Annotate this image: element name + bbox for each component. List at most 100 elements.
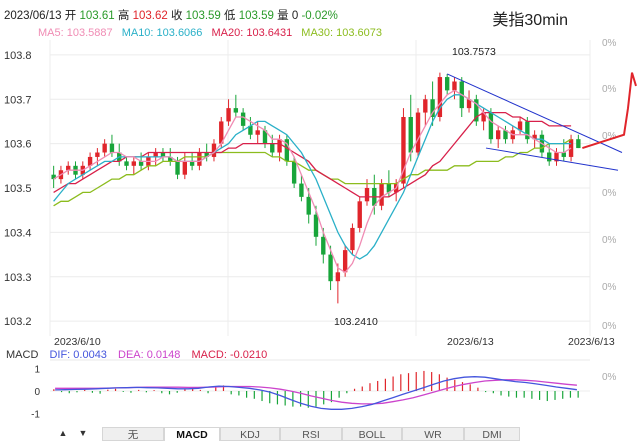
ma5-legend: MA5: 103.5887 [38, 27, 113, 39]
x-axis-label: 2023/6/10 [54, 336, 101, 348]
macd-tick-label: 0 [34, 387, 40, 398]
candle-body [226, 108, 231, 122]
candle-body [284, 139, 290, 162]
macd-tick-label: -1 [31, 409, 40, 420]
candle-body [313, 214, 319, 237]
ma10-legend: MA10: 103.6066 [121, 27, 203, 39]
tab-dmi[interactable]: DMI [464, 427, 520, 441]
tab-boll[interactable]: BOLL [342, 427, 402, 441]
low-annotation: 103.2410 [334, 316, 378, 328]
candle-body [95, 152, 100, 157]
candle-body [270, 143, 275, 153]
x-axis-label: 2023/6/13 [568, 336, 615, 348]
candle-body [517, 121, 523, 131]
y-tick-label: 103.4 [4, 227, 32, 239]
low-value: 103.59 [238, 10, 274, 22]
macd-tick-label: 1 [34, 365, 40, 376]
candle-body [182, 161, 188, 175]
ma30-legend: MA30: 103.6073 [301, 27, 383, 39]
tab-rsi[interactable]: RSI [280, 427, 342, 441]
close-label: 收 [170, 10, 183, 22]
right-axis-tick: 0% [602, 38, 617, 49]
macd-value-legend: MACD: -0.0210 [191, 349, 268, 361]
candle-body [466, 99, 472, 109]
trend-line-upper [446, 73, 623, 153]
dea-legend: DEA: 0.0148 [118, 349, 181, 361]
ma20-legend: MA20: 103.6431 [211, 27, 293, 39]
candle-body [321, 236, 326, 255]
ma30-line [53, 138, 572, 207]
tab-macd[interactable]: MACD [164, 427, 220, 441]
open-value: 103.61 [79, 10, 115, 22]
candle-body [364, 188, 370, 202]
candle-body [525, 121, 530, 140]
right-axis-tick: 0% [602, 131, 617, 142]
high-value: 103.62 [132, 10, 168, 22]
candle-body [554, 152, 559, 162]
indicator-tabs: ▲ ▼ 无 MACD KDJ RSI BOLL WR DMI [0, 426, 640, 441]
candle-body [248, 125, 253, 135]
candle-body [51, 174, 56, 180]
candle-body [496, 130, 501, 140]
candle-body [415, 112, 421, 153]
ma20-line [53, 111, 572, 198]
candle-body [211, 143, 217, 157]
candle-body [262, 130, 268, 144]
right-axis-tick: 0% [602, 188, 617, 199]
tab-kdj[interactable]: KDJ [220, 427, 280, 441]
candle-body [576, 139, 581, 149]
tab-wr[interactable]: WR [402, 427, 464, 441]
ma-legend: MA5: 103.5887 MA10: 103.6066 MA20: 103.6… [38, 27, 388, 39]
candle-body [189, 161, 195, 166]
candle-body [342, 250, 348, 273]
close-value: 103.59 [185, 10, 221, 22]
macd-legend: MACD DIF: 0.0043 DEA: 0.0148 MACD: -0.02… [6, 349, 275, 361]
right-axis-tick: 0% [602, 84, 617, 95]
candle-body [437, 77, 443, 117]
candle-body [481, 112, 486, 122]
dif-legend: DIF: 0.0043 [49, 349, 107, 361]
candle-body [66, 165, 71, 171]
candle-body [444, 77, 450, 91]
candle-body [255, 130, 260, 135]
y-tick-label: 103.7 [4, 94, 32, 106]
y-tick-label: 103.8 [4, 50, 32, 62]
macd-name: MACD [6, 349, 39, 361]
candle-body [102, 143, 107, 153]
scroll-left-icon[interactable]: ▲ [58, 428, 68, 438]
change-value: -0.02% [301, 10, 338, 22]
page-title: 美指30min [492, 12, 568, 29]
candle-body [299, 183, 304, 197]
candle-body [328, 254, 333, 282]
y-tick-label: 103.6 [4, 139, 32, 151]
right-axis-tick: 0% [602, 235, 617, 246]
candle-body [291, 161, 297, 184]
candle-body [488, 112, 494, 140]
candle-body [124, 161, 129, 166]
price-info-line: 2023/06/13 开 103.61 高 103.62 收 103.59 低 … [4, 7, 338, 23]
y-tick-label: 103.5 [4, 183, 32, 195]
y-tick-label: 103.3 [4, 272, 32, 284]
candle-body [175, 161, 180, 175]
candle-body [335, 272, 341, 282]
candle-body [408, 117, 413, 153]
candle-body [474, 99, 479, 122]
candle-body [138, 161, 144, 166]
tab-none[interactable]: 无 [102, 427, 164, 441]
candle-body [423, 99, 428, 113]
candle-body [197, 152, 202, 166]
candle-body [240, 112, 246, 126]
high-label: 高 [117, 10, 130, 22]
ma5-line [53, 89, 572, 274]
scroll-right-icon[interactable]: ▼ [78, 428, 88, 438]
candle-body [452, 81, 457, 91]
date-value: 2023/06/13 [4, 10, 62, 22]
volume-value: 0 [291, 10, 299, 22]
open-label: 开 [64, 10, 77, 22]
volume-label: 量 [277, 10, 289, 22]
high-annotation: 103.7573 [452, 46, 496, 58]
right-axis-tick: 0% [602, 321, 617, 332]
candle-body [357, 201, 362, 228]
candle-body [379, 183, 384, 206]
